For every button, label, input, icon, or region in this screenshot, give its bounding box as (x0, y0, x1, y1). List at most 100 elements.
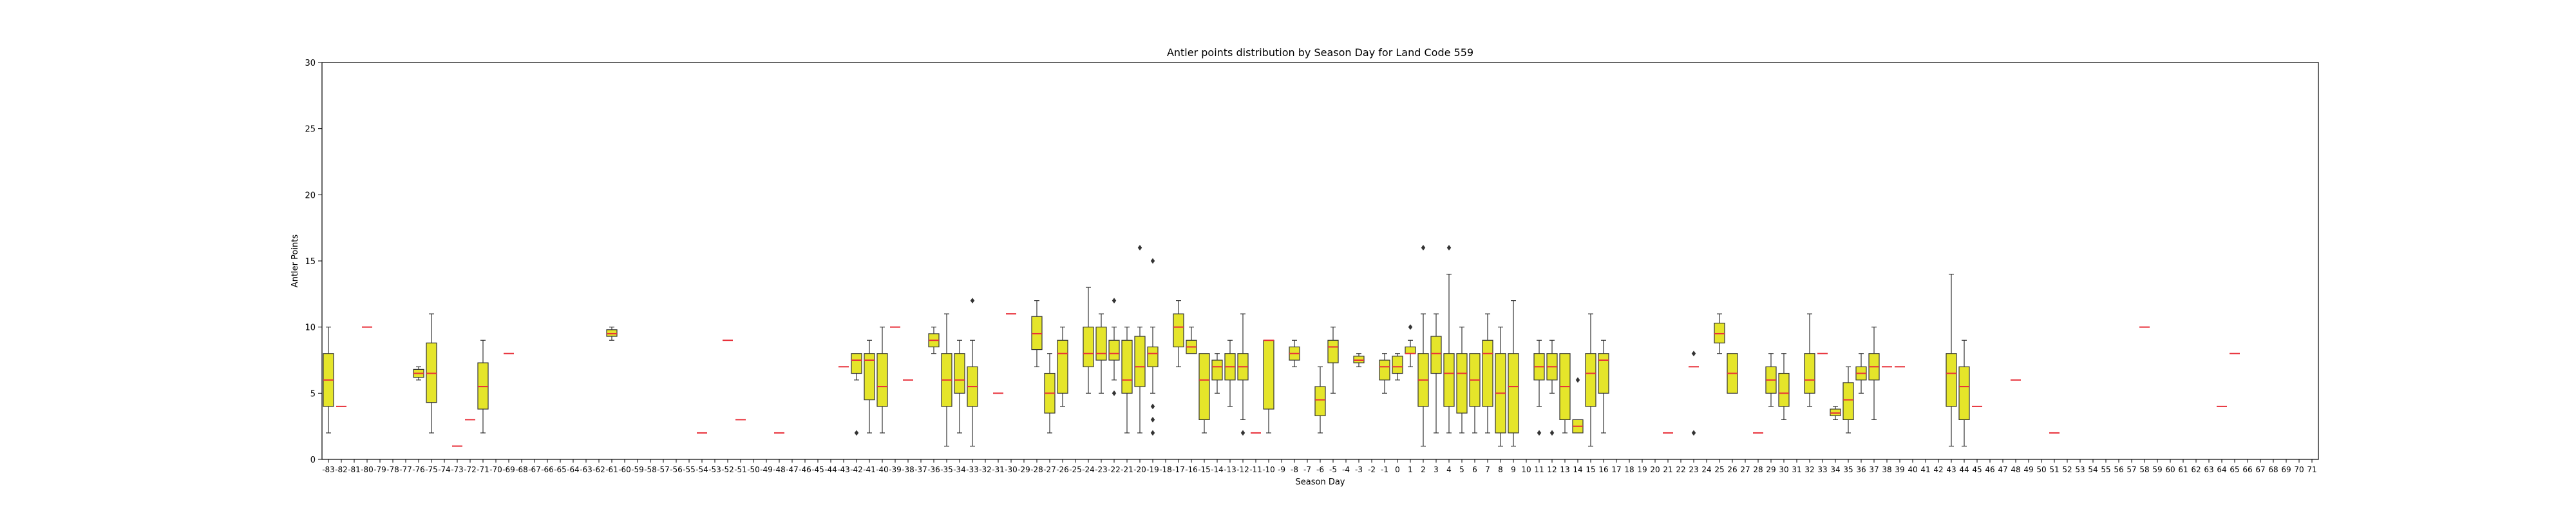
x-tick-label: -51 (734, 465, 747, 474)
box-group (928, 327, 940, 354)
x-tick-label: -42 (850, 465, 863, 474)
box-group (1289, 340, 1300, 367)
x-tick-label: -77 (399, 465, 412, 474)
box-iqr (1173, 313, 1184, 348)
x-tick-label: -66 (541, 465, 554, 474)
x-tick-label: 68 (2268, 465, 2278, 474)
box-group (1353, 353, 1365, 367)
x-tick-label: -72 (464, 465, 477, 474)
x-tick-label: -79 (374, 465, 386, 474)
x-tick-label: -4 (1342, 465, 1350, 474)
outlier-point (1150, 416, 1155, 423)
x-tick-label: -69 (502, 465, 515, 474)
x-tick-label: 6 (1472, 465, 1477, 474)
x-tick-label: 32 (1804, 465, 1814, 474)
outlier-point (854, 430, 859, 436)
x-tick-label: -46 (799, 465, 811, 474)
x-tick-label: 28 (1753, 465, 1763, 474)
box-group (1533, 340, 1545, 436)
x-tick-label: 48 (2011, 465, 2020, 474)
box-group (426, 313, 437, 434)
box-iqr (1946, 353, 1957, 407)
x-tick-label: 0 (1395, 465, 1400, 474)
outlier-point (1549, 430, 1555, 436)
box-group (1855, 353, 1867, 394)
x-tick-label: 24 (1701, 465, 1711, 474)
box-iqr (1353, 356, 1365, 363)
x-tick-label: -27 (1043, 465, 1056, 474)
x-tick-label: -65 (554, 465, 567, 474)
box-iqr (1147, 346, 1159, 367)
x-tick-label: -19 (1146, 465, 1159, 474)
box-iqr (1211, 360, 1223, 381)
box-iqr (1083, 327, 1094, 367)
box-group (323, 327, 334, 434)
x-tick-label: -35 (940, 465, 953, 474)
x-tick-label: -29 (1018, 465, 1030, 474)
box-group (1546, 340, 1558, 436)
x-tick-label: -55 (683, 465, 696, 474)
x-tick-label: -41 (863, 465, 876, 474)
x-tick-label: -45 (811, 465, 824, 474)
x-tick-label: 10 (1521, 465, 1531, 474)
outlier-point (1137, 245, 1142, 251)
box-group (1598, 340, 1609, 434)
x-tick-label: 35 (1843, 465, 1853, 474)
x-tick-label: 69 (2281, 465, 2291, 474)
x-tick-label: 4 (1446, 465, 1452, 474)
box-iqr (1585, 353, 1596, 407)
x-tick-label: -10 (1262, 465, 1275, 474)
box-group (864, 340, 875, 434)
box-group (1134, 245, 1146, 434)
x-tick-label: 63 (2204, 465, 2213, 474)
box-group (941, 313, 952, 447)
box-iqr (1714, 322, 1725, 343)
x-tick-label: -83 (322, 465, 335, 474)
x-tick-label: -49 (760, 465, 773, 474)
box-group (1121, 327, 1133, 434)
box-iqr (1482, 340, 1493, 407)
box-iqr (1263, 340, 1274, 410)
x-tick-label: -56 (670, 465, 683, 474)
outlier-point (1112, 298, 1117, 304)
x-tick-label: -23 (1095, 465, 1108, 474)
x-tick-label: 27 (1740, 465, 1750, 474)
x-tick-label: 21 (1663, 465, 1672, 474)
box-iqr (851, 353, 862, 374)
box-group (1224, 340, 1236, 407)
x-tick-label: -1 (1381, 465, 1388, 474)
x-axis-ticks: -83 -82 -81 -80 -79 -78 -77 -76 -75 -74 -73 -72 -71-… (322, 459, 2317, 474)
x-tick-label: -7 (1303, 465, 1311, 474)
box-iqr (1456, 353, 1468, 414)
box-iqr (1314, 386, 1326, 416)
x-tick-label: -25 (1069, 465, 1082, 474)
x-tick-label: 61 (2178, 465, 2188, 474)
x-tick-label: -22 (1108, 465, 1121, 474)
y-tick-label: 20 (305, 191, 316, 200)
x-tick-label: -62 (592, 465, 605, 474)
box-iqr (1430, 336, 1442, 374)
box-group (1417, 245, 1429, 447)
box-iqr (1134, 336, 1146, 387)
x-axis-label: Season Day (1296, 477, 1345, 487)
x-tick-label: 51 (2049, 465, 2059, 474)
box-group (1083, 287, 1094, 394)
x-tick-label: -78 (386, 465, 399, 474)
x-tick-label: 2 (1421, 465, 1426, 474)
x-tick-label: -48 (773, 465, 786, 474)
x-tick-label: 18 (1624, 465, 1634, 474)
box-group (1868, 327, 1880, 421)
box-group (1057, 327, 1068, 407)
box-iqr (1031, 316, 1043, 350)
box-group (1443, 245, 1455, 434)
outlier-point (1691, 430, 1696, 436)
box-group (1108, 298, 1120, 396)
x-tick-label: 57 (2126, 465, 2136, 474)
x-tick-label: -32 (979, 465, 992, 474)
x-tick-label: 50 (2036, 465, 2046, 474)
x-tick-label: 58 (2139, 465, 2149, 474)
box-iqr (1842, 382, 1854, 421)
box-group (477, 340, 489, 434)
x-tick-label: -38 (902, 465, 914, 474)
